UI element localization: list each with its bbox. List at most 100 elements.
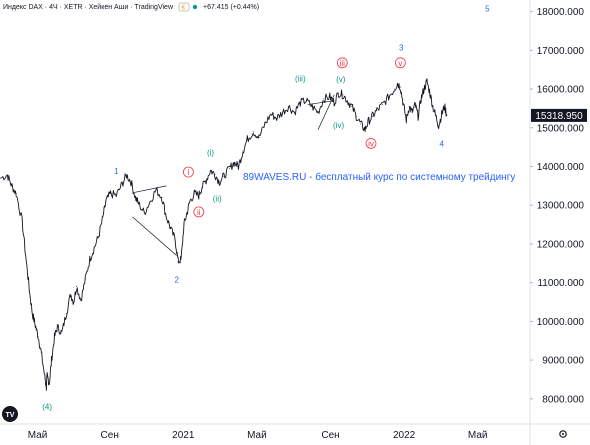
wave-label: (i) bbox=[207, 149, 214, 158]
price-series-line bbox=[0, 78, 448, 391]
trend-line[interactable] bbox=[307, 100, 335, 105]
svg-text:(iv): (iv) bbox=[333, 121, 344, 130]
wave-label-circled: ii bbox=[193, 206, 205, 218]
price-point bbox=[73, 301, 75, 303]
price-point bbox=[402, 104, 404, 105]
price-point bbox=[210, 169, 211, 171]
time-tick-label: Май bbox=[28, 430, 48, 441]
price-point bbox=[338, 92, 340, 94]
svg-text:(i): (i) bbox=[207, 149, 214, 158]
price-point bbox=[126, 174, 128, 176]
price-point bbox=[121, 183, 123, 185]
svg-text:ii: ii bbox=[197, 208, 201, 217]
euro-icon: € bbox=[178, 2, 190, 12]
price-tick-label: 13000.000 bbox=[537, 201, 585, 212]
time-tick-label: Май bbox=[247, 430, 267, 441]
market-status-dot bbox=[192, 4, 198, 10]
svg-text:2: 2 bbox=[174, 276, 179, 285]
price-point bbox=[189, 200, 191, 202]
gear-icon[interactable] bbox=[559, 430, 567, 438]
price-point bbox=[93, 247, 95, 249]
price-point bbox=[414, 104, 416, 105]
price-point bbox=[193, 193, 195, 195]
price-tick-label: 10000.000 bbox=[537, 317, 585, 328]
trend-line[interactable] bbox=[317, 94, 335, 130]
price-point bbox=[264, 123, 266, 125]
wave-label: (iv) bbox=[333, 121, 344, 130]
price-point bbox=[137, 202, 139, 204]
price-point bbox=[134, 197, 136, 198]
wave-label: 1 bbox=[114, 167, 119, 176]
price-point bbox=[46, 375, 48, 377]
svg-text:v: v bbox=[398, 59, 402, 68]
price-point bbox=[408, 106, 410, 107]
price-point bbox=[432, 106, 434, 107]
price-point bbox=[351, 106, 353, 107]
price-point bbox=[372, 115, 373, 117]
trend-line[interactable] bbox=[132, 216, 177, 256]
price-tick-label: 15000.000 bbox=[537, 123, 585, 134]
svg-text:iii: iii bbox=[340, 59, 346, 68]
price-point bbox=[346, 100, 348, 102]
wave-label: 5 bbox=[485, 5, 490, 14]
price-point bbox=[155, 189, 157, 191]
price-tick-label: 12000.000 bbox=[537, 239, 585, 250]
svg-text:(iii): (iii) bbox=[295, 74, 306, 83]
price-point bbox=[130, 181, 132, 183]
svg-text:3: 3 bbox=[399, 43, 404, 52]
price-point bbox=[98, 235, 100, 237]
svg-text:15318.950: 15318.950 bbox=[535, 111, 583, 122]
price-point bbox=[429, 92, 431, 94]
price-point bbox=[170, 228, 172, 229]
plot-area[interactable] bbox=[0, 78, 448, 391]
price-point bbox=[105, 200, 107, 202]
wave-label: (iii) bbox=[295, 74, 306, 83]
price-point bbox=[80, 299, 82, 301]
price-point bbox=[31, 313, 33, 315]
price-tick-label: 18000.000 bbox=[537, 7, 585, 18]
wave-label: (ii) bbox=[213, 194, 222, 203]
price-point bbox=[65, 313, 67, 315]
price-axis[interactable]: 8000.000 9000.000 10000.000 11000.000 12000.… bbox=[529, 0, 585, 445]
price-point bbox=[438, 125, 440, 127]
promo-banner[interactable]: 89WAVES.RU - бесплатный курс по системно… bbox=[243, 171, 515, 183]
price-point bbox=[242, 150, 244, 152]
time-axis[interactable]: Май Сен 2021 Май Сен 2022 Май bbox=[0, 423, 590, 441]
price-point bbox=[102, 216, 104, 218]
price-point bbox=[165, 216, 167, 218]
price-point bbox=[198, 195, 200, 196]
svg-text:i: i bbox=[188, 168, 190, 177]
symbol-title[interactable]: Индекс DAX · 4Ч · XETR · Хейкен Аши · Tr… bbox=[3, 3, 174, 11]
price-point bbox=[89, 258, 91, 260]
price-point bbox=[388, 96, 390, 98]
wave-label-circled: iii bbox=[336, 57, 348, 69]
time-tick-label: Сен bbox=[321, 430, 339, 441]
wave-label: 4 bbox=[439, 139, 444, 148]
price-point bbox=[405, 119, 407, 121]
tradingview-logo[interactable]: TV bbox=[2, 406, 18, 422]
price-point bbox=[426, 80, 428, 82]
price-point bbox=[270, 113, 272, 115]
price-point bbox=[34, 324, 36, 326]
price-point bbox=[183, 224, 185, 226]
price-point bbox=[76, 286, 78, 287]
price-point bbox=[305, 100, 307, 102]
price-point bbox=[45, 386, 47, 388]
price-point bbox=[323, 98, 325, 100]
price-point bbox=[56, 326, 58, 328]
price-point bbox=[26, 262, 27, 264]
price-point bbox=[446, 114, 448, 116]
svg-text:5: 5 bbox=[485, 5, 490, 14]
trend-line[interactable] bbox=[132, 185, 167, 194]
price-point bbox=[11, 185, 13, 187]
svg-text:(v): (v) bbox=[336, 75, 346, 84]
price-point bbox=[161, 197, 163, 198]
price-point bbox=[186, 212, 188, 214]
price-point bbox=[15, 193, 17, 195]
price-point bbox=[397, 82, 398, 84]
time-tick-label: 2022 bbox=[393, 430, 416, 441]
price-point bbox=[360, 123, 362, 125]
price-point bbox=[214, 173, 216, 175]
